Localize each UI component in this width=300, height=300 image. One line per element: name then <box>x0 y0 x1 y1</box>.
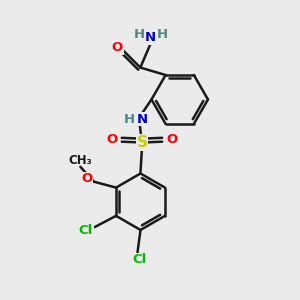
Text: N: N <box>136 112 148 126</box>
Text: S: S <box>136 135 148 150</box>
Text: Cl: Cl <box>132 253 146 266</box>
Text: H: H <box>134 28 145 41</box>
Text: O: O <box>112 41 123 54</box>
Text: O: O <box>166 133 177 146</box>
Text: Cl: Cl <box>79 224 93 237</box>
Text: H: H <box>124 112 135 126</box>
Text: H: H <box>157 28 168 41</box>
Text: O: O <box>81 172 92 185</box>
Text: N: N <box>145 32 156 44</box>
Text: O: O <box>106 133 118 146</box>
Text: CH₃: CH₃ <box>68 154 92 167</box>
